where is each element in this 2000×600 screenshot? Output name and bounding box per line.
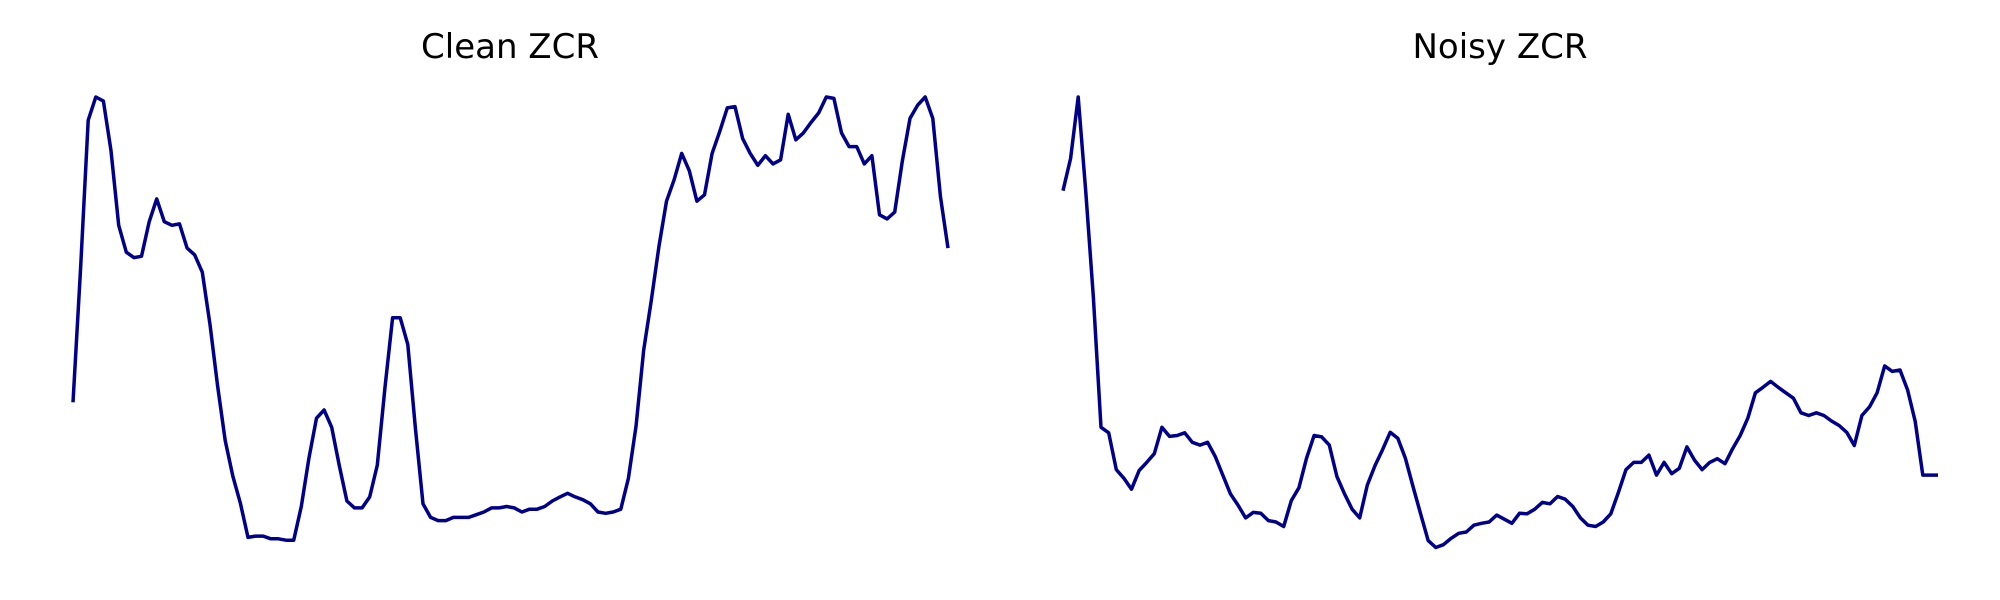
chart-title: Noisy ZCR xyxy=(1413,27,1588,67)
series-layer xyxy=(71,95,950,542)
chart-title: Clean ZCR xyxy=(421,27,599,67)
chart-clean: Clean ZCR xyxy=(71,27,950,542)
chart-noisy: Noisy ZCR xyxy=(1061,27,1938,550)
series-layer xyxy=(1061,95,1938,550)
series-line xyxy=(71,95,950,542)
series-line xyxy=(1061,95,1938,550)
